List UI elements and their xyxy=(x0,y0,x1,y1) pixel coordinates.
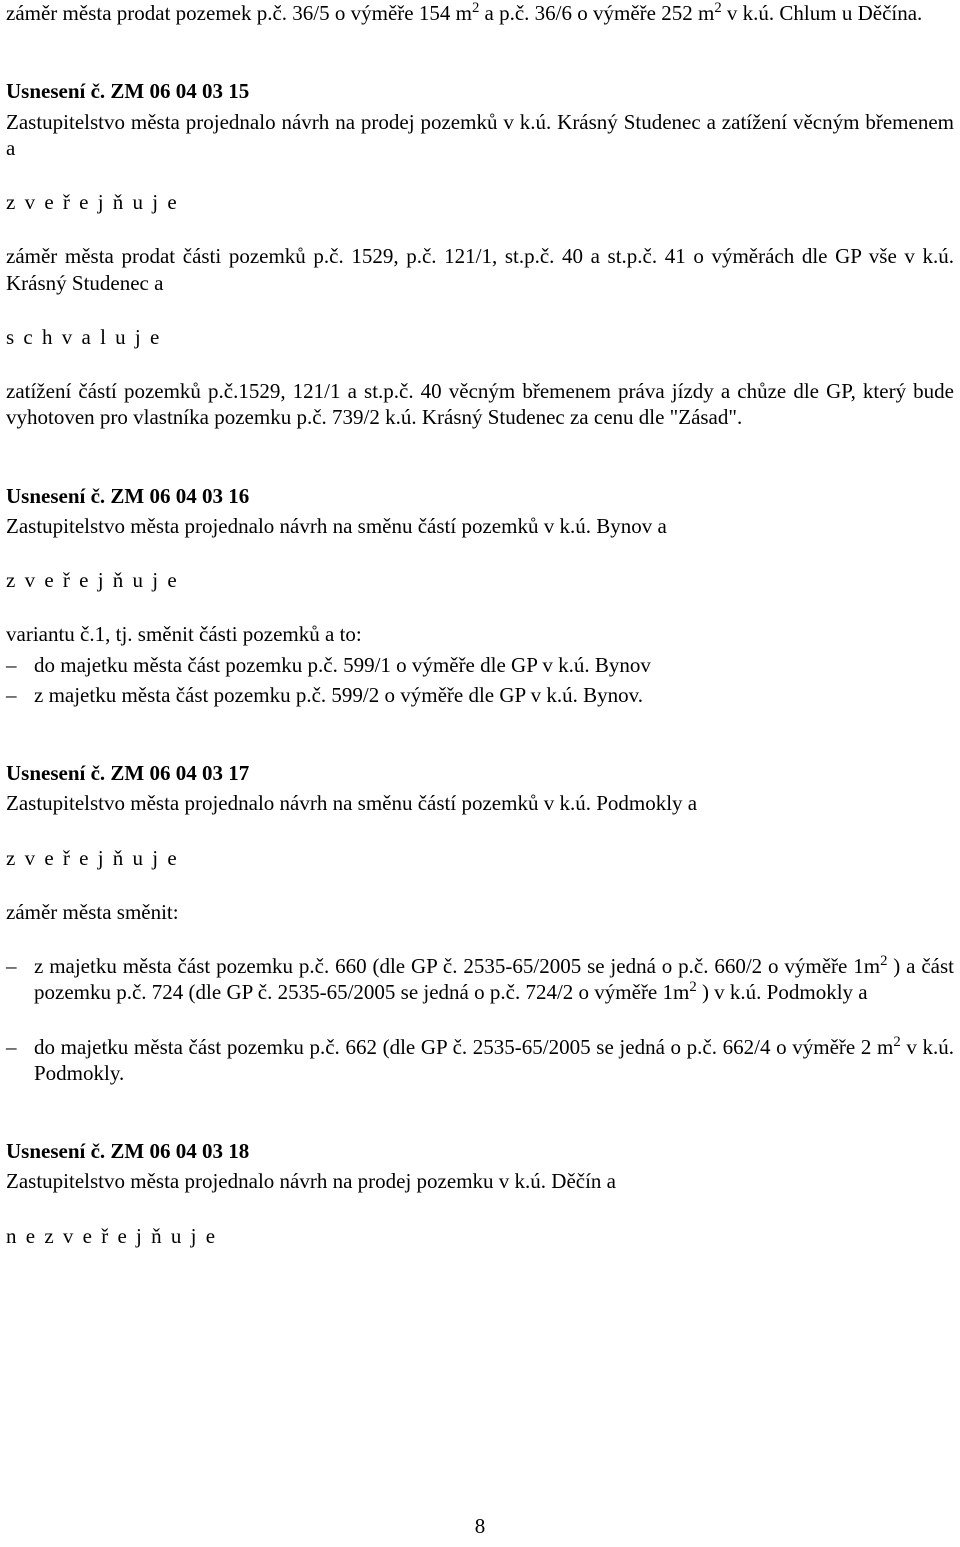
resolution-15-lead: Zastupitelstvo města projednalo návrh na… xyxy=(6,109,954,162)
resolution-17-bullets: z majetku města část pozemku p.č. 660 (d… xyxy=(6,953,954,1006)
bullet-text-p1: do majetku města část pozemku p.č. 662 (… xyxy=(34,1035,893,1059)
page-number: 8 xyxy=(0,1513,960,1539)
sup-2: 2 xyxy=(689,979,696,995)
list-item: z majetku města část pozemku p.č. 599/2 … xyxy=(6,682,954,708)
resolution-18-heading: Usnesení č. ZM 06 04 03 18 xyxy=(6,1139,249,1163)
resolution-15-heading-line: Usnesení č. ZM 06 04 03 15 xyxy=(6,78,954,104)
list-item: z majetku města část pozemku p.č. 660 (d… xyxy=(6,953,954,1006)
resolution-15-action1: z v e ř e j ň u j e xyxy=(6,189,954,215)
top-text-part3: v k.ú. Chlum u Děčína. xyxy=(722,1,923,25)
sup-2: 2 xyxy=(893,1034,900,1050)
resolution-16-heading: Usnesení č. ZM 06 04 03 16 xyxy=(6,484,249,508)
bullet-text-p1: z majetku města část pozemku p.č. 660 (d… xyxy=(34,954,880,978)
list-item: do majetku města část pozemku p.č. 662 (… xyxy=(6,1034,954,1087)
resolution-15-heading: Usnesení č. ZM 06 04 03 15 xyxy=(6,79,249,103)
resolution-17-heading-line: Usnesení č. ZM 06 04 03 17 xyxy=(6,760,954,786)
top-text-part2: a p.č. 36/6 o výměře 252 m xyxy=(479,1,714,25)
top-fragment: záměr města prodat pozemek p.č. 36/5 o v… xyxy=(6,0,954,26)
list-item: do majetku města část pozemku p.č. 599/1… xyxy=(6,652,954,678)
bullet-text-p3: ) v k.ú. Podmokly a xyxy=(697,980,868,1004)
resolution-16-action1: z v e ř e j ň u j e xyxy=(6,567,954,593)
resolution-15-body2: zatížení částí pozemků p.č.1529, 121/1 a… xyxy=(6,378,954,431)
resolution-18-heading-line: Usnesení č. ZM 06 04 03 18 xyxy=(6,1138,954,1164)
resolution-15-body1: záměr města prodat části pozemků p.č. 15… xyxy=(6,243,954,296)
resolution-17-action1: z v e ř e j ň u j e xyxy=(6,845,954,871)
resolution-17-bullets-2: do majetku města část pozemku p.č. 662 (… xyxy=(6,1034,954,1087)
sup-2: 2 xyxy=(714,0,721,16)
resolution-17-heading: Usnesení č. ZM 06 04 03 17 xyxy=(6,761,249,785)
resolution-18-action1: n e z v e ř e j ň u j e xyxy=(6,1223,954,1249)
resolution-16-heading-line: Usnesení č. ZM 06 04 03 16 xyxy=(6,483,954,509)
document-page: záměr města prodat pozemek p.č. 36/5 o v… xyxy=(0,0,960,1547)
resolution-15-action2: s c h v a l u j e xyxy=(6,324,954,350)
resolution-16-lead: Zastupitelstvo města projednalo návrh na… xyxy=(6,513,954,539)
resolution-16-bullets: do majetku města část pozemku p.č. 599/1… xyxy=(6,652,954,709)
resolution-17-body1: záměr města směnit: xyxy=(6,899,954,925)
resolution-17-lead: Zastupitelstvo města projednalo návrh na… xyxy=(6,790,954,816)
top-text-part1: záměr města prodat pozemek p.č. 36/5 o v… xyxy=(6,1,472,25)
resolution-18-lead: Zastupitelstvo města projednalo návrh na… xyxy=(6,1168,954,1194)
resolution-16-body1: variantu č.1, tj. směnit části pozemků a… xyxy=(6,621,954,647)
